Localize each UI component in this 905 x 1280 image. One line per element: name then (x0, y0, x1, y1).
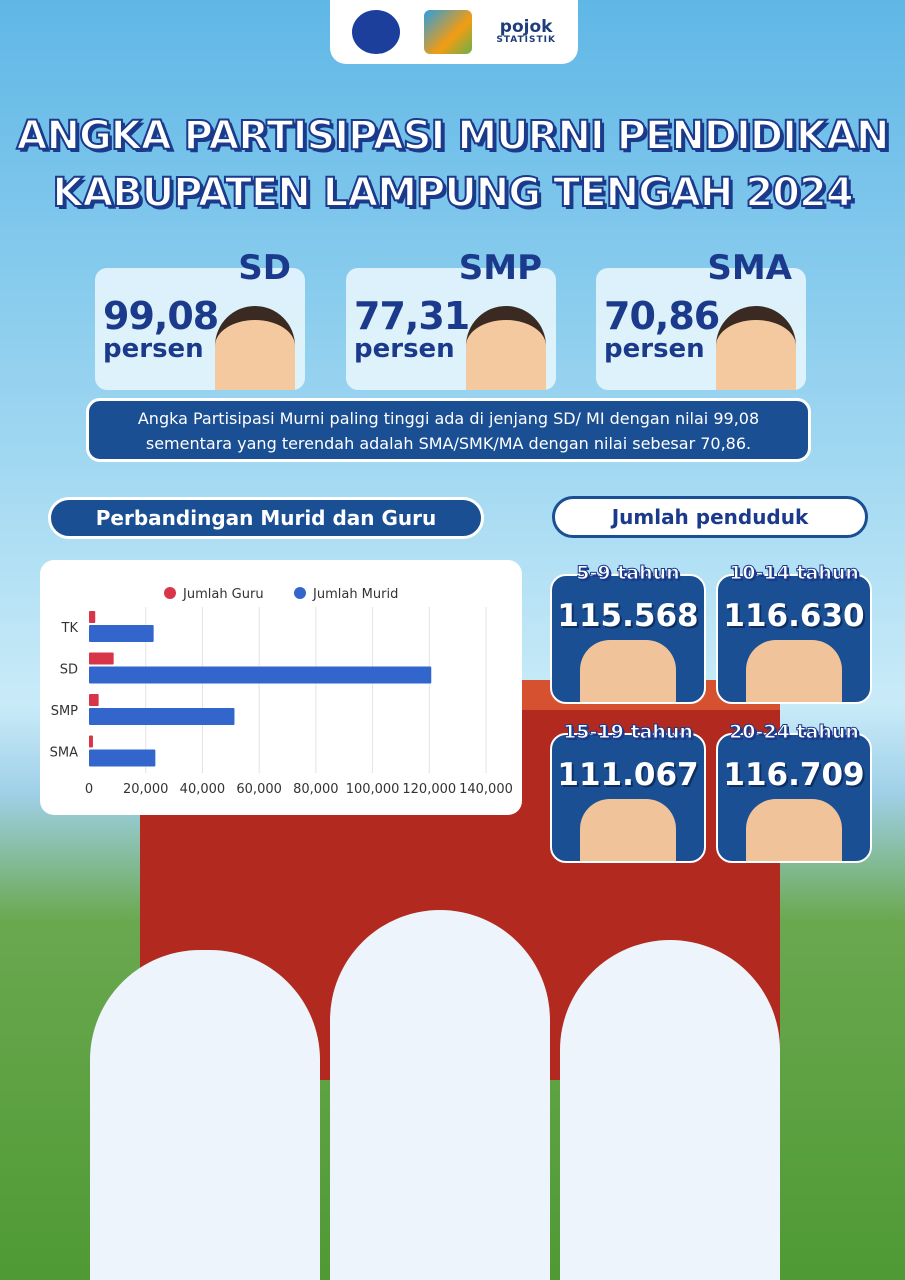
legend-label: Jumlah Murid (312, 587, 398, 602)
page-title: ANGKA PARTISIPASI MURNI PENDIDIKAN KABUPA… (16, 112, 891, 217)
x-tick-label: 60,000 (236, 782, 282, 797)
bar-murid (89, 708, 235, 725)
pojok-statistik-logo: pojok STATISTIK (496, 17, 556, 45)
x-tick-label: 120,000 (402, 782, 456, 797)
bar-guru (89, 611, 96, 623)
y-tick-label: SMP (51, 704, 78, 719)
student-illustration (466, 306, 546, 390)
bar-chart: 0 20,000 40,000 60,000 80,000 100,000 120,000 1… (50, 587, 513, 797)
logo-bar: pojok STATISTIK (330, 0, 578, 64)
x-tick-label: 0 (85, 782, 93, 797)
bar-murid (89, 666, 432, 684)
student-illustration (215, 306, 295, 390)
bar-guru (89, 694, 99, 706)
bps-logo (424, 10, 473, 54)
summary-note: Angka Partisipasi Murni paling tinggi ad… (86, 398, 811, 462)
student-illustration (716, 306, 796, 390)
adults-illustration (746, 799, 842, 861)
bar-murid (89, 749, 156, 767)
children-illustration (580, 640, 676, 702)
kpi-sma: SMA 70,86 persen (596, 248, 806, 390)
legend-marker (294, 587, 306, 599)
population-card-15-19: 15-19 tahun 111.067 (550, 721, 706, 863)
population-card-20-24: 20-24 tahun 116.709 (716, 721, 872, 863)
bar-guru (89, 735, 93, 748)
x-tick-label: 140,000 (459, 782, 513, 797)
kpi-sd: SD 99,08 persen (95, 248, 305, 390)
comparison-title: Perbandingan Murid dan Guru (48, 497, 484, 539)
legend-marker (164, 587, 176, 599)
students-illustration (0, 820, 905, 1280)
x-tick-label: 80,000 (293, 782, 339, 797)
teens-illustration (580, 799, 676, 861)
population-title: Jumlah penduduk (552, 496, 868, 538)
university-logo (352, 10, 401, 54)
x-tick-label: 100,000 (346, 782, 400, 797)
x-tick-label: 40,000 (180, 782, 226, 797)
bar-guru (89, 652, 114, 665)
kpi-smp: SMP 77,31 persen (346, 248, 556, 390)
y-tick-label: SD (60, 663, 78, 678)
x-tick-label: 20,000 (123, 782, 169, 797)
y-tick-label: TK (61, 621, 79, 636)
guru-murid-chart: 0 20,000 40,000 60,000 80,000 100,000 120,000 1… (40, 560, 522, 815)
population-card-10-14: 10-14 tahun 116.630 (716, 562, 872, 704)
children-illustration (746, 640, 842, 702)
population-card-5-9: 5-9 tahun 115.568 (550, 562, 706, 704)
y-tick-label: SMA (50, 746, 78, 761)
bar-murid (89, 625, 154, 642)
legend-label: Jumlah Guru (182, 587, 264, 602)
